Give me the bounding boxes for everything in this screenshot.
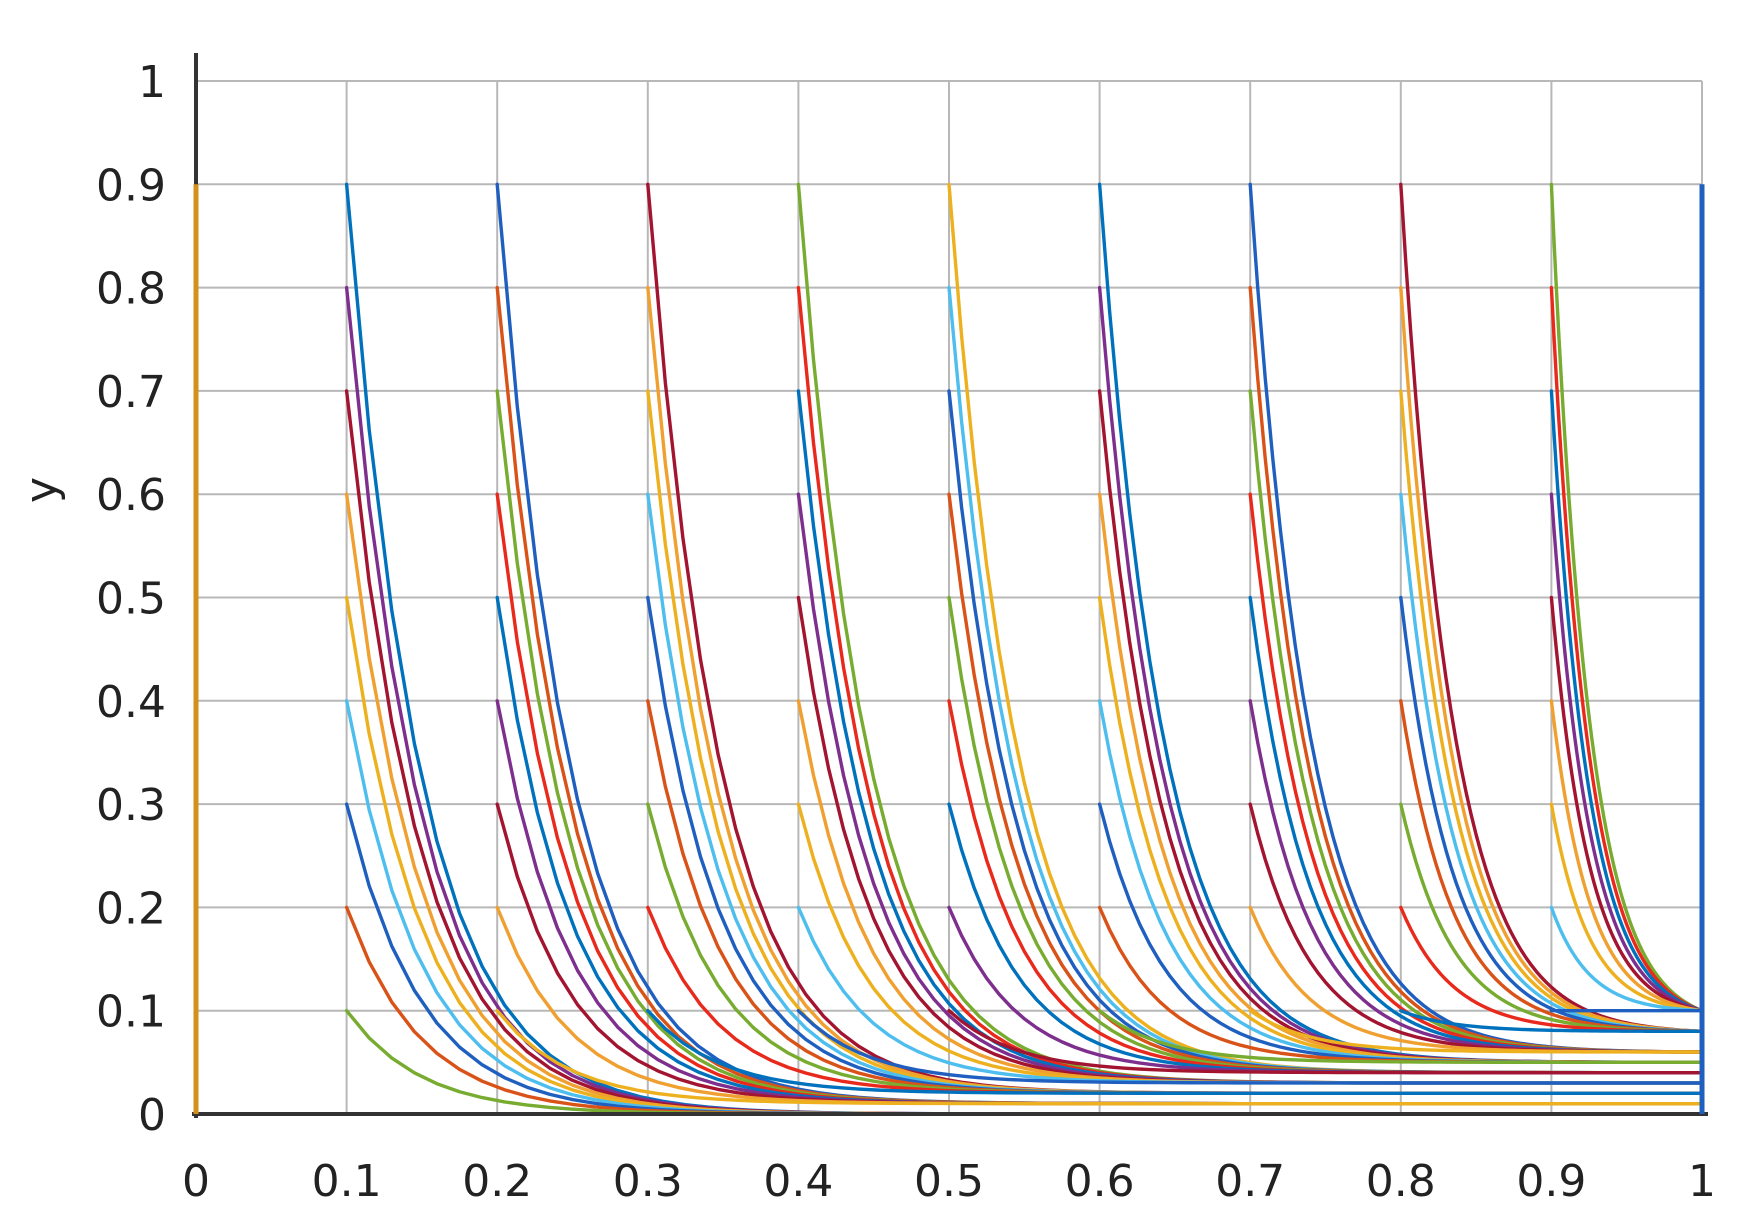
curve-71 <box>1399 1009 1704 1034</box>
y-tick-label-4: 0.4 <box>96 677 166 728</box>
curve-35 <box>796 1009 1704 1085</box>
y-tick-label-9: 0.9 <box>96 160 166 211</box>
x-tick-label-2: 0.2 <box>462 1156 532 1207</box>
curve-26 <box>646 1009 1704 1096</box>
y-tick-label-7: 0.7 <box>96 367 166 418</box>
curve-53 <box>1097 1009 1704 1065</box>
y-tick-label-0: 0 <box>138 1090 166 1141</box>
y-tick-label-5: 0.5 <box>96 574 166 625</box>
tick-labels: 0 0.1 0.2 0.3 0.4 0.5 0.6 0.7 0.8 0.9 1 0 0.1 0.2 0.3 0… <box>96 57 1716 1207</box>
curve-78 <box>1549 802 1704 1013</box>
x-tick-label-0: 0 <box>182 1156 210 1207</box>
x-tick-label-1: 0.1 <box>312 1156 382 1207</box>
y-tick-label-1: 0.1 <box>96 987 166 1038</box>
y-tick-label-3: 0.3 <box>96 780 166 831</box>
curve-17 <box>495 1009 1704 1106</box>
y-tick-label-6: 0.6 <box>96 470 166 521</box>
x-tick-label-3: 0.3 <box>613 1156 683 1207</box>
curve-77 <box>1549 699 1704 1013</box>
x-tick-label-9: 0.9 <box>1516 1156 1586 1207</box>
x-tick-label-5: 0.5 <box>914 1156 984 1207</box>
y-tick-label-8: 0.8 <box>96 264 166 315</box>
x-tick-label-10: 1 <box>1688 1156 1716 1207</box>
y-axis-title: y <box>16 477 67 503</box>
x-tick-label-8: 0.8 <box>1366 1156 1436 1207</box>
x-tick-label-7: 0.7 <box>1215 1156 1285 1207</box>
y-tick-label-10: 1 <box>138 57 166 108</box>
curve-76 <box>1549 595 1704 1013</box>
curve-79 <box>1549 905 1704 1013</box>
x-tick-label-6: 0.6 <box>1065 1156 1135 1207</box>
curve-62 <box>1248 1009 1704 1054</box>
curve-44 <box>947 1009 1704 1075</box>
y-tick-label-2: 0.2 <box>96 883 166 934</box>
axes <box>192 53 1708 1118</box>
x-tick-label-4: 0.4 <box>763 1156 833 1207</box>
